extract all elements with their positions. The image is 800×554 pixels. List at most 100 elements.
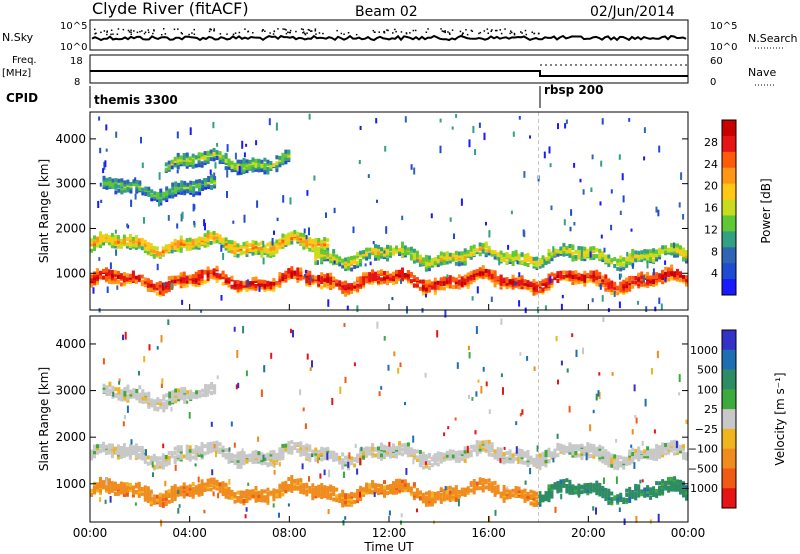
data-cell — [454, 487, 458, 492]
data-cell — [365, 250, 369, 255]
data-cell — [102, 238, 105, 242]
data-cell — [625, 281, 629, 286]
data-cell — [108, 177, 112, 181]
data-cell — [90, 449, 93, 454]
data-cell — [110, 273, 114, 278]
data-cell — [502, 452, 506, 456]
data-cell — [628, 489, 632, 494]
data-cell — [395, 452, 398, 457]
data-cell — [460, 276, 464, 281]
nsearch-dot — [471, 30, 474, 32]
data-cell — [673, 482, 677, 487]
data-cell — [598, 271, 602, 276]
data-cell — [338, 459, 342, 464]
data-cell — [119, 244, 123, 249]
data-cell — [93, 281, 96, 286]
data-cell — [206, 442, 210, 447]
data-cell — [481, 488, 485, 493]
data-cell — [131, 277, 135, 282]
data-cell — [308, 444, 312, 449]
data-cell — [538, 289, 542, 294]
data-cell — [682, 256, 685, 261]
scatter-cell — [664, 277, 667, 282]
data-cell — [105, 392, 109, 397]
data-cell — [162, 401, 166, 406]
data-cell — [260, 168, 264, 173]
data-cell — [173, 238, 177, 243]
nsearch-dot — [378, 31, 380, 33]
nsearch-dot — [318, 32, 321, 34]
data-cell — [550, 491, 554, 496]
scatter-cell — [216, 375, 219, 380]
data-cell — [562, 247, 566, 252]
data-cell — [445, 493, 449, 498]
data-cell — [138, 392, 142, 397]
data-cell — [496, 276, 500, 281]
data-cell — [586, 449, 590, 454]
data-cell — [589, 246, 593, 251]
data-cell — [116, 235, 120, 240]
data-cell — [353, 265, 357, 269]
data-cell — [275, 281, 279, 285]
scatter-cell — [621, 173, 624, 181]
nsearch-dot — [386, 29, 388, 31]
data-cell — [356, 489, 360, 493]
data-cell — [227, 158, 231, 163]
data-cell — [284, 241, 288, 246]
data-cell — [152, 494, 156, 499]
data-cell — [236, 285, 240, 290]
data-cell — [616, 460, 620, 465]
data-cell — [436, 255, 440, 260]
data-cell — [685, 275, 688, 280]
data-cell — [167, 459, 171, 464]
data-cell — [652, 491, 656, 496]
data-cell — [329, 279, 333, 284]
data-cell — [472, 490, 476, 495]
data-cell — [613, 285, 617, 290]
data-cell — [177, 395, 181, 400]
data-cell — [230, 489, 234, 494]
data-cell — [661, 276, 665, 280]
data-cell — [123, 186, 127, 191]
data-cell — [90, 238, 93, 243]
data-cell — [116, 270, 120, 275]
data-cell — [625, 288, 629, 292]
scatter-cell — [507, 244, 510, 250]
freq-trace — [90, 70, 688, 77]
data-cell — [499, 250, 503, 255]
scatter-cell — [446, 274, 449, 279]
data-cell — [403, 251, 407, 256]
data-cell — [236, 245, 240, 250]
data-cell — [469, 275, 473, 280]
data-cell — [412, 259, 416, 264]
scatter-cell — [597, 390, 600, 397]
data-cell — [167, 287, 171, 292]
data-cell — [155, 458, 159, 463]
data-cell — [574, 444, 578, 449]
scatter-cell — [482, 366, 485, 372]
data-cell — [380, 280, 383, 285]
data-cell — [517, 448, 521, 453]
data-cell — [200, 281, 204, 286]
nsearch-dot — [130, 33, 132, 35]
scatter-cell — [500, 318, 503, 325]
scatter-cell — [158, 172, 161, 180]
data-cell — [403, 245, 407, 250]
data-cell — [541, 459, 545, 464]
scatter-cell — [226, 144, 229, 152]
nsearch-dot — [343, 33, 345, 35]
nsearch-dot — [289, 31, 291, 34]
data-cell — [206, 485, 210, 490]
scatter-cell — [198, 449, 201, 455]
data-cell — [93, 239, 96, 244]
data-cell — [180, 183, 184, 188]
data-cell — [266, 462, 270, 467]
data-cell — [132, 181, 136, 186]
data-cell — [418, 286, 422, 291]
data-cell — [192, 186, 196, 191]
data-cell — [398, 252, 401, 256]
nsearch-dot — [521, 32, 523, 34]
data-cell — [511, 274, 515, 279]
colorbar-tick-label: 12 — [704, 223, 718, 236]
data-cell — [670, 264, 674, 269]
